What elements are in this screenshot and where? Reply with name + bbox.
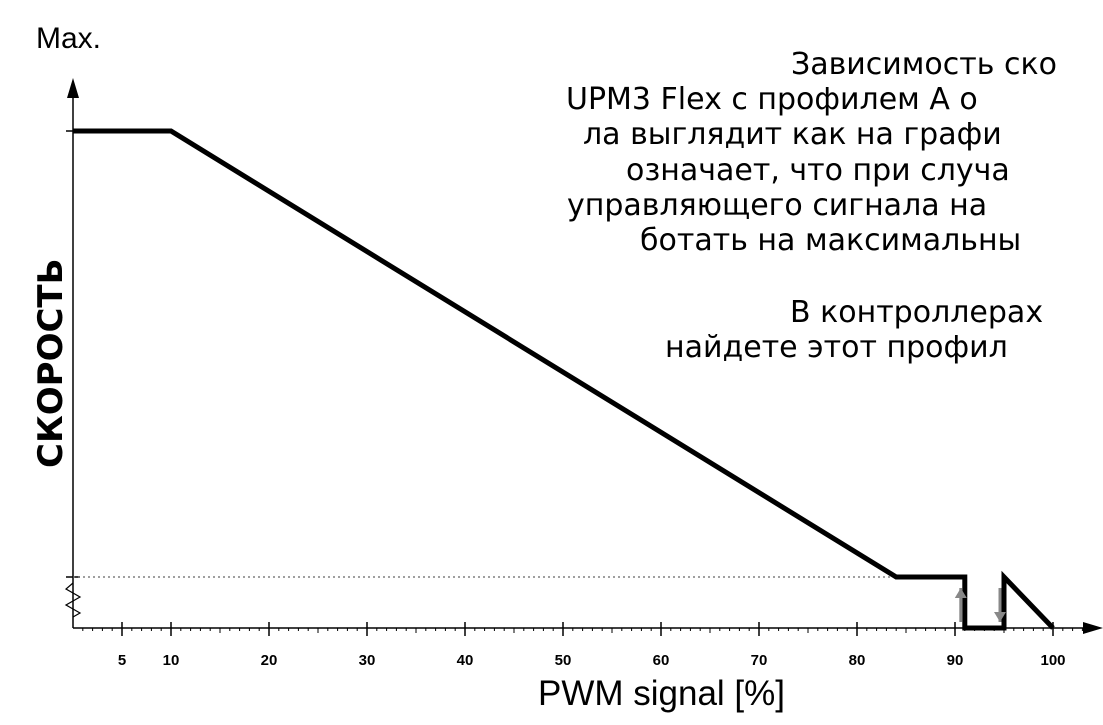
- x-major-ticks: 5 10 20 30 40 50 60 70 80 90 100: [118, 622, 1066, 669]
- description-line: найдете этот профил: [665, 330, 1008, 365]
- y-axis-arrow: [67, 78, 79, 98]
- x-tick-label: 40: [457, 652, 474, 669]
- speed-curve-line: [73, 128, 1055, 631]
- description-line: Зависимость ско: [791, 47, 1057, 82]
- x-tick-label: 50: [555, 652, 572, 669]
- x-tick-label: 10: [163, 652, 180, 669]
- y-axis-label: СКОРОСТЬ: [31, 258, 71, 468]
- x-tick-label: 70: [751, 652, 768, 669]
- x-axis-label: PWM signal [%]: [538, 674, 785, 713]
- x-tick-label: 20: [261, 652, 278, 669]
- axis-break-mark: [64, 582, 82, 618]
- description-line: управляющего сигнала на: [567, 188, 987, 223]
- description-line: ла выглядит как на графи: [583, 117, 1002, 152]
- description-line: В контроллерах: [790, 295, 1043, 330]
- description-text: Зависимость ско UPM3 Flex с профилем A о…: [566, 47, 1057, 365]
- x-tick-label: 80: [849, 652, 866, 669]
- description-line: ботать на максимальны: [640, 223, 1021, 258]
- description-line: означает, что при случа: [626, 153, 1010, 188]
- x-tick-label: 90: [947, 652, 964, 669]
- hysteresis-up-arrow-head: [954, 588, 967, 598]
- description-line: UPM3 Flex с профилем A о: [566, 82, 978, 117]
- hysteresis-arrows: [954, 588, 1006, 622]
- x-tick-label: 30: [359, 652, 376, 669]
- hysteresis-down-arrow-head: [994, 612, 1006, 622]
- x-tick-label: 60: [653, 652, 670, 669]
- x-axis-arrow: [1083, 622, 1103, 634]
- y-max-label: Max.: [36, 22, 101, 55]
- x-tick-label: 5: [118, 652, 126, 669]
- x-tick-label: 100: [1040, 652, 1065, 669]
